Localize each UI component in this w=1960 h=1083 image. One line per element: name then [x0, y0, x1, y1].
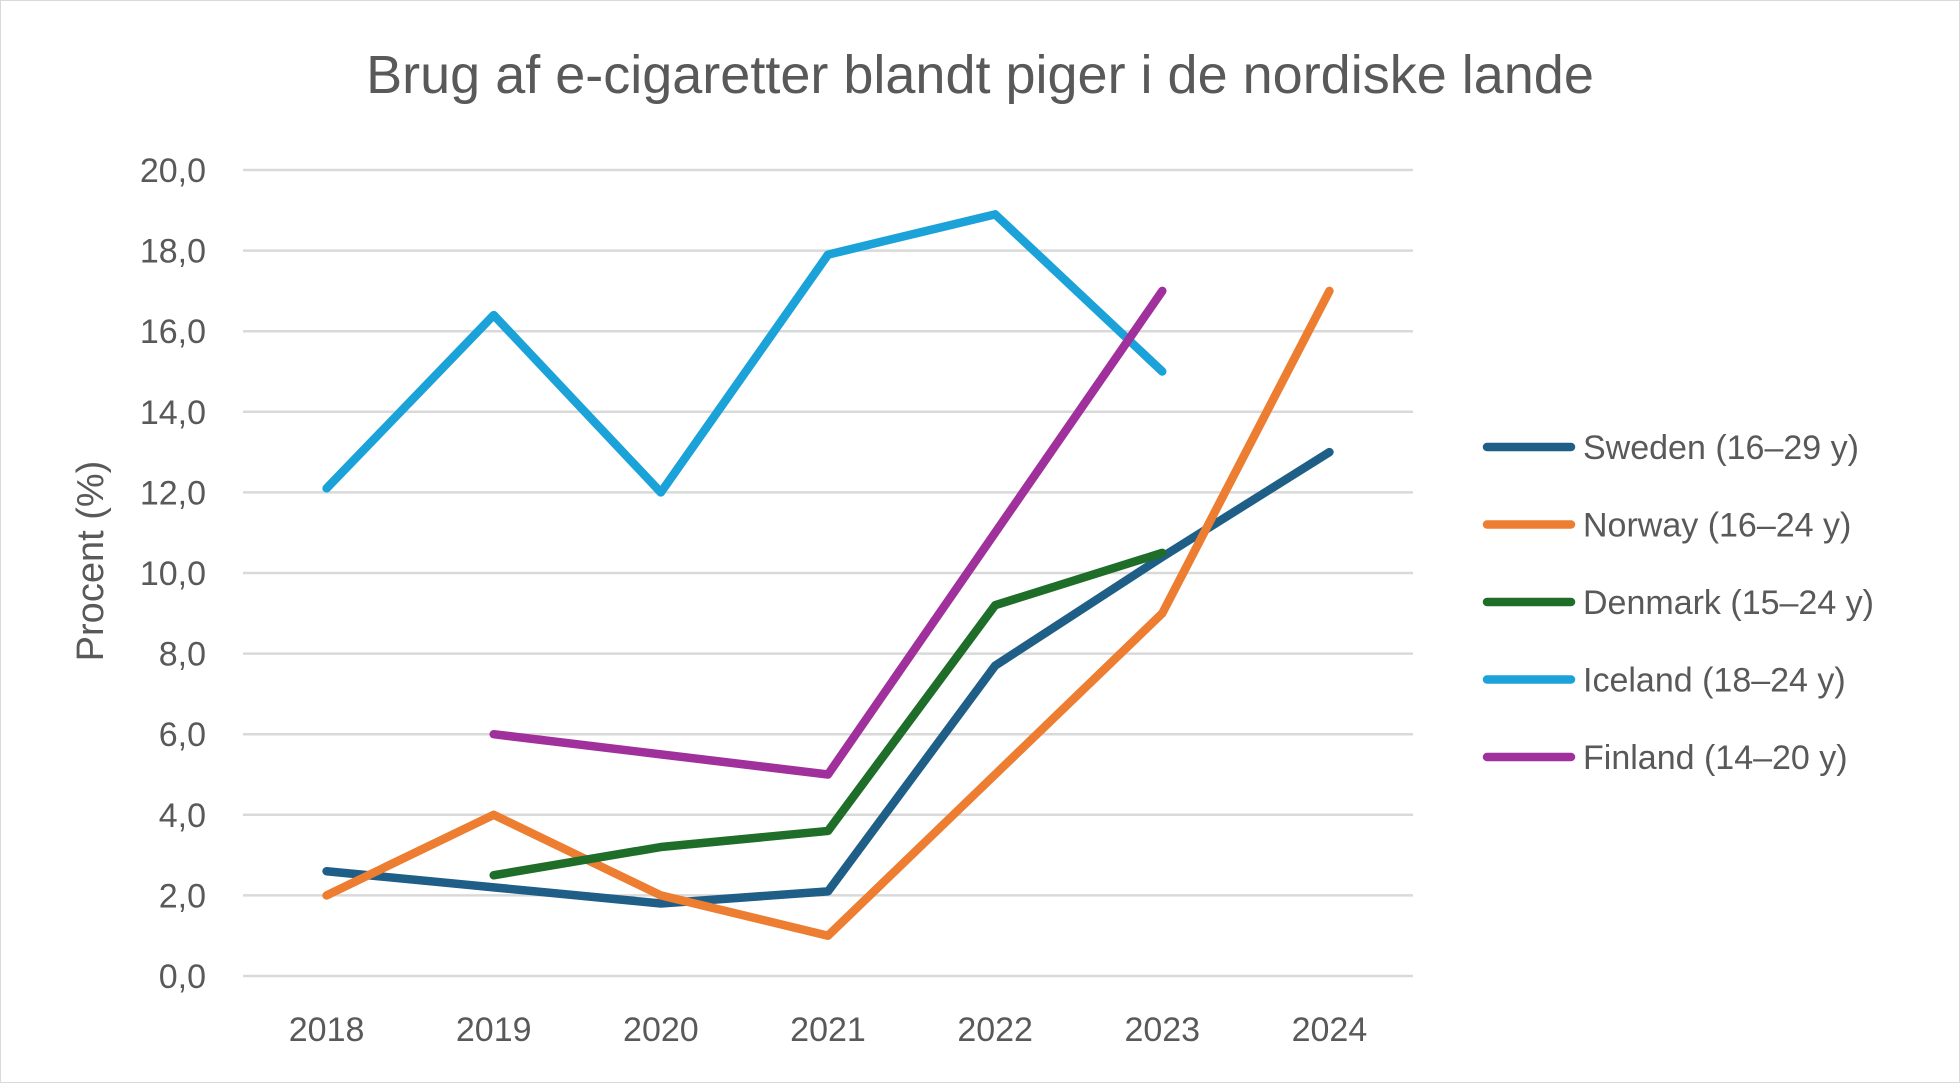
x-tick-label: 2018	[289, 1011, 365, 1049]
y-tick-label: 14,0	[140, 394, 206, 432]
series-line-norway	[322, 286, 1334, 940]
chart-title: Brug af e-cigaretter blandt piger i de n…	[366, 45, 1594, 105]
x-tick-label: 2020	[623, 1011, 699, 1049]
y-tick-label: 10,0	[140, 555, 206, 593]
y-tick-label: 20,0	[140, 152, 206, 190]
series-line-sweden	[322, 447, 1334, 908]
legend-label-norway: Norway (16–24 y)	[1583, 507, 1851, 545]
y-tick-label: 16,0	[140, 313, 206, 351]
y-axis-tick-labels: 0,0 2,0 4,0 6,0 8,0 10,0 12,0 14,0 16,0 18,0 20,0	[140, 152, 206, 996]
y-tick-label: 12,0	[140, 474, 206, 512]
y-tick-label: 18,0	[140, 233, 206, 271]
series-lines	[322, 210, 1334, 940]
x-tick-label: 2023	[1124, 1011, 1200, 1049]
y-tick-label: 2,0	[159, 877, 206, 915]
x-tick-label: 2021	[790, 1011, 866, 1049]
y-axis-label: Procent (%)	[70, 461, 112, 662]
y-tick-label: 0,0	[159, 958, 206, 996]
series-line-iceland	[322, 210, 1167, 497]
gridlines	[243, 168, 1413, 978]
x-tick-label: 2022	[957, 1011, 1033, 1049]
series-line-finland	[489, 286, 1167, 779]
y-tick-label: 6,0	[159, 716, 206, 754]
legend-label-sweden: Sweden (16–29 y)	[1583, 429, 1859, 467]
legend: Sweden (16–29 y) Norway (16–24 y) Denmark …	[1482, 429, 1874, 777]
legend-label-finland: Finland (14–20 y)	[1583, 739, 1848, 777]
x-axis-tick-labels: 2018 2019 2020 2021 2022 2023 2024	[289, 1011, 1367, 1049]
series-line-denmark	[489, 548, 1167, 880]
legend-label-denmark: Denmark (15–24 y)	[1583, 584, 1874, 622]
x-tick-label: 2019	[456, 1011, 532, 1049]
y-tick-label: 4,0	[159, 797, 206, 835]
legend-label-iceland: Iceland (18–24 y)	[1583, 662, 1846, 700]
y-tick-label: 8,0	[159, 636, 206, 674]
x-tick-label: 2024	[1292, 1011, 1368, 1049]
